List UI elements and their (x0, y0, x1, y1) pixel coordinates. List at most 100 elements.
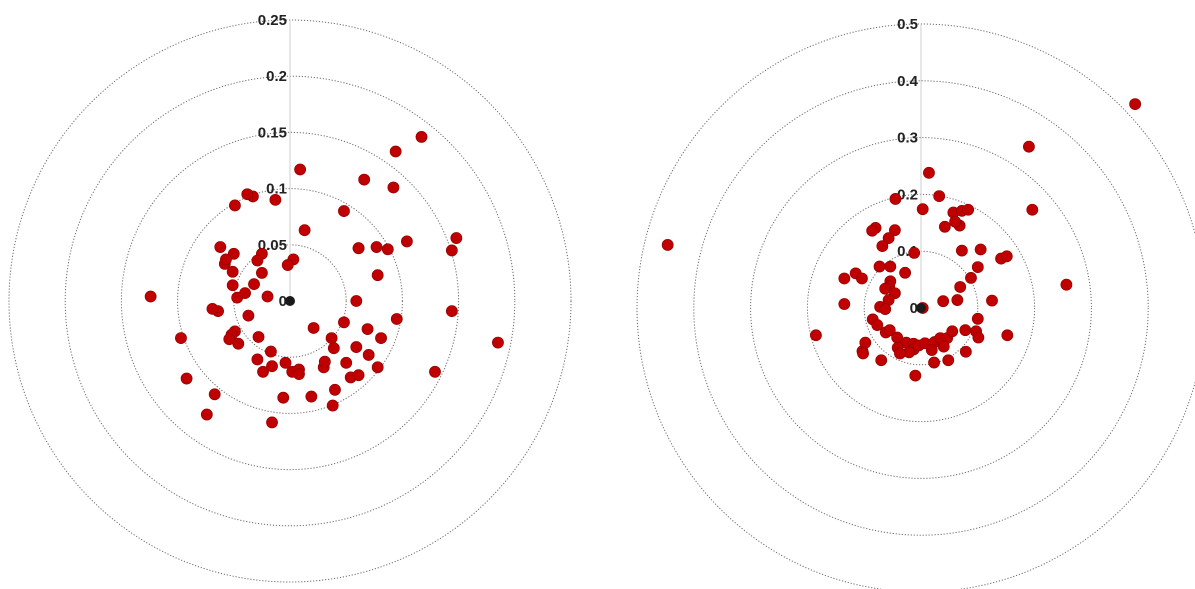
left-data-point (269, 193, 282, 206)
left-tick-label: 0.2 (266, 68, 287, 85)
left-tick-label: 0.1 (266, 181, 287, 198)
right-origin-marker (916, 303, 926, 313)
right-data-point (879, 303, 892, 316)
left-data-point (338, 205, 350, 217)
left-data-point (362, 349, 375, 361)
left-data-point (338, 316, 350, 329)
right-grid-ring (636, 23, 1195, 589)
left-data-point (326, 399, 339, 412)
right-data-point (986, 294, 998, 307)
right-data-point (857, 347, 869, 360)
left-data-point (264, 345, 277, 358)
left-data-point (492, 336, 504, 349)
right-data-point (838, 298, 851, 310)
right-data-point (879, 282, 892, 295)
left-tick-label: 0.15 (258, 124, 287, 141)
left-data-point (214, 241, 227, 253)
polar-chart-right: 00.10.20.30.40.5 (636, 16, 1195, 589)
left-data-point (257, 365, 269, 378)
right-data-point (882, 232, 895, 245)
left-data-point (327, 342, 340, 355)
right-data-point (942, 354, 955, 367)
left-data-point (251, 254, 264, 267)
left-data-point (350, 341, 363, 353)
left-data-point (329, 383, 341, 396)
right-grid-ring (750, 137, 1092, 479)
left-data-point (293, 368, 305, 380)
right-data-point (859, 336, 872, 349)
right-data-point (875, 354, 888, 367)
left-data-point (352, 242, 365, 255)
right-data-point (955, 244, 968, 257)
right-data-point (908, 247, 921, 259)
left-data-point (381, 243, 394, 256)
left-data-point (318, 355, 331, 368)
left-data-point (241, 188, 254, 201)
right-data-point (1129, 98, 1142, 110)
right-data-point (951, 294, 964, 306)
left-data-point (370, 241, 383, 253)
left-data-point (325, 332, 338, 344)
left-data-point (206, 302, 219, 315)
left-data-point (277, 391, 290, 404)
left-data-point (358, 173, 371, 186)
right-data-point (899, 266, 911, 279)
left-data-point (352, 369, 365, 382)
right-data-point (894, 347, 906, 360)
left-data-point (144, 290, 157, 303)
left-data-point (208, 388, 221, 401)
left-data-point (229, 199, 241, 212)
right-data-point (972, 331, 985, 344)
left-origin-marker (285, 296, 295, 306)
left-data-point (445, 305, 458, 318)
left-data-point (429, 365, 441, 378)
left-data-point (226, 279, 239, 292)
left-data-point (294, 163, 307, 176)
left-data-point (252, 331, 265, 343)
right-data-point (938, 220, 951, 233)
left-data-point (232, 337, 245, 350)
left-data-point (445, 244, 458, 257)
left-tick-label: 0.25 (258, 12, 287, 29)
left-data-point (305, 390, 318, 403)
right-data-point (1001, 329, 1014, 342)
left-grid-ring (120, 131, 460, 471)
left-data-point (371, 269, 384, 282)
right-tick-label: 0.3 (897, 130, 918, 147)
right-data-point (1060, 278, 1073, 291)
left-data-point (180, 372, 193, 385)
right-data-point (937, 295, 950, 308)
polar-chart-left: 00.050.10.150.20.25 (8, 12, 572, 583)
right-data-point (916, 203, 929, 216)
right-data-point (925, 344, 938, 356)
left-data-point (239, 287, 251, 300)
right-data-point (946, 325, 959, 338)
right-data-point (884, 260, 897, 273)
right-data-point (889, 193, 902, 205)
left-data-point (255, 266, 268, 279)
left-data-point (307, 322, 320, 334)
right-data-point (962, 203, 975, 216)
left-data-point (248, 278, 260, 291)
left-data-point (400, 235, 413, 248)
right-data-point (937, 340, 950, 353)
right-grid-ring (693, 80, 1149, 536)
right-data-point (933, 190, 946, 203)
left-data-point (261, 290, 274, 303)
right-data-point (871, 319, 884, 331)
left-data-point (226, 265, 239, 278)
right-data-point (971, 261, 984, 274)
right-data-point (923, 166, 935, 179)
right-data-point (959, 345, 972, 358)
left-data-point (175, 332, 187, 344)
right-data-point (1026, 203, 1039, 216)
right-data-point (909, 369, 922, 382)
right-data-point (873, 260, 886, 273)
left-data-point (390, 313, 403, 325)
right-tick-label: 0.5 (897, 16, 918, 33)
right-data-point (928, 356, 940, 369)
left-data-point (450, 232, 463, 244)
right-data-point (974, 243, 987, 256)
right-tick-label: 0 (910, 300, 918, 317)
